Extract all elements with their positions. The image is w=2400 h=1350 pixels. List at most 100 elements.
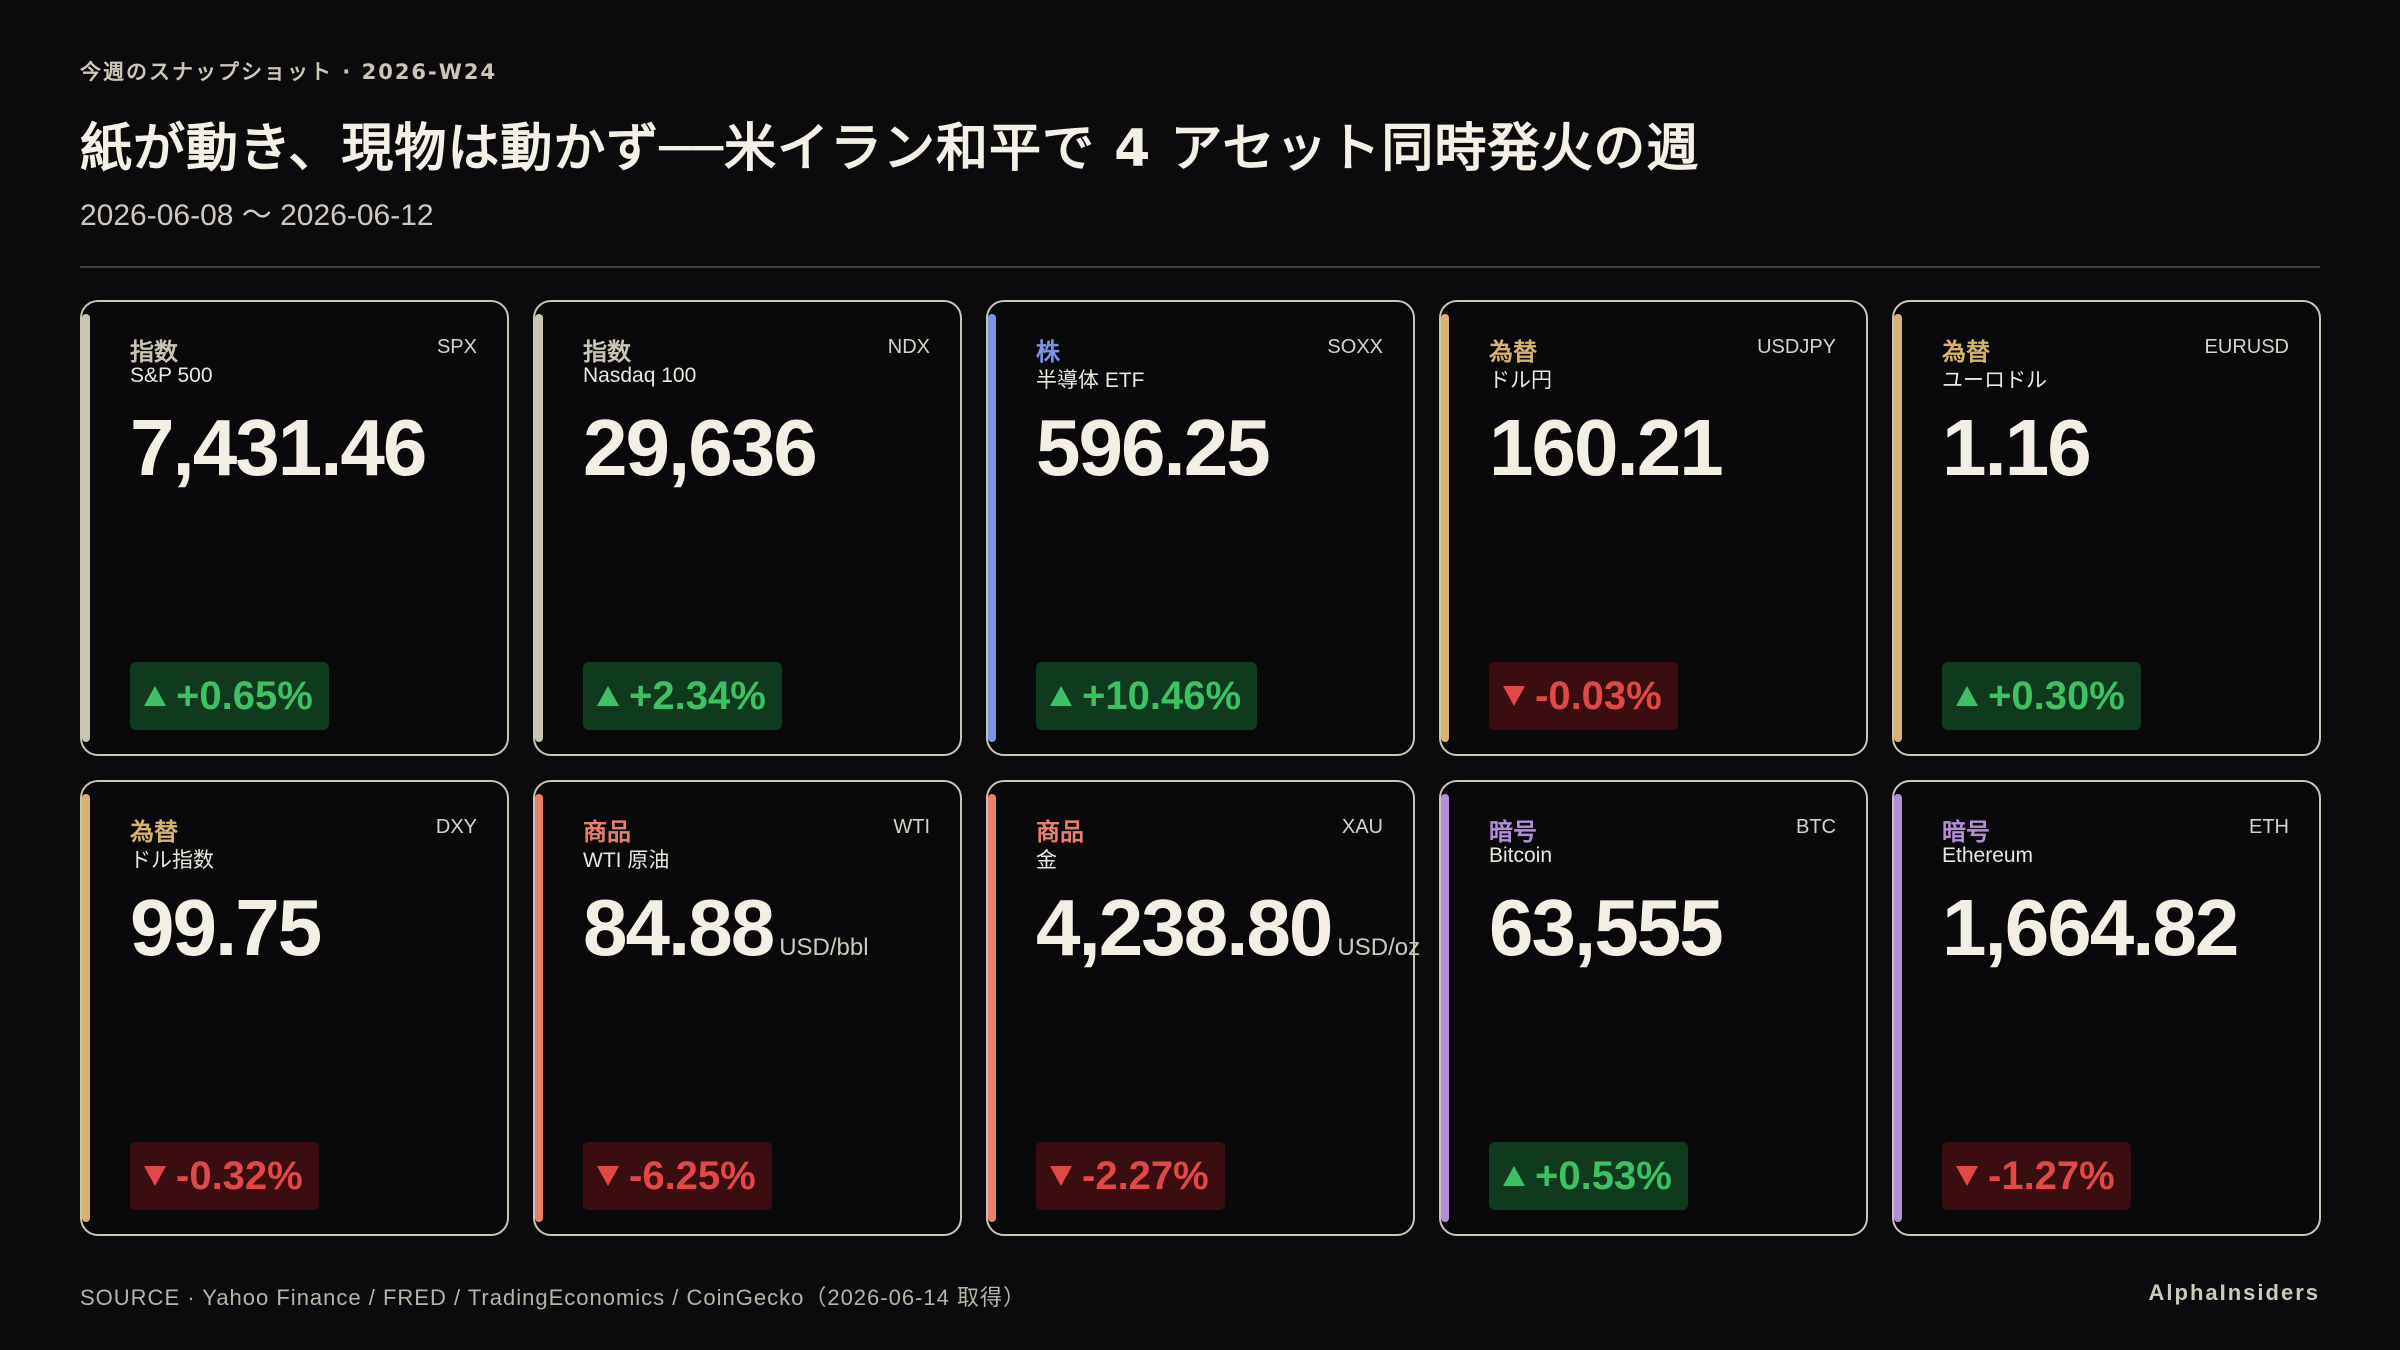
category-accent-bar — [1894, 314, 1902, 742]
change-arrow-icon — [1956, 686, 1978, 706]
asset-value: 1.16 — [1942, 402, 2096, 494]
change-percent: -2.27% — [1082, 1153, 1209, 1198]
asset-card-xau: 商品 金 XAU 4,238.80 USD/oz -2.27% — [986, 780, 1420, 1236]
change-percent: +10.46% — [1082, 673, 1242, 718]
category-accent-bar — [1441, 794, 1449, 1222]
asset-value: 596.25 — [1036, 402, 1275, 494]
brand-logo-text: AlphaInsiders — [2148, 1280, 2320, 1305]
change-percent: +2.34% — [629, 673, 766, 718]
category-label: 商品 — [1036, 818, 1084, 846]
change-badge: -0.32% — [130, 1142, 319, 1210]
asset-grid: 指数 S&P 500 SPX 7,431.46 +0.65% 指数 Nasdaq… — [80, 300, 2321, 1236]
date-range: 2026-06-08 〜 2026-06-12 — [80, 199, 434, 232]
change-badge: -6.25% — [583, 1142, 772, 1210]
ticker-symbol: XAU — [1341, 816, 1383, 838]
value-number: 596.25 — [1036, 403, 1271, 492]
change-percent: -6.25% — [629, 1153, 756, 1198]
category-label: 暗号 — [1489, 818, 1537, 846]
ticker-symbol: BTC — [1796, 816, 1836, 838]
ticker-symbol: USDJPY — [1757, 336, 1836, 358]
category-label: 為替 — [1942, 338, 1990, 366]
value-number: 1,664.82 — [1942, 883, 2239, 972]
change-badge: +0.65% — [130, 662, 329, 730]
asset-name: 金 — [1036, 849, 1057, 872]
category-accent-bar — [535, 314, 543, 742]
asset-name: S&P 500 — [130, 364, 213, 387]
change-arrow-icon — [597, 686, 619, 706]
change-arrow-icon — [144, 686, 166, 706]
change-arrow-icon — [1503, 686, 1525, 706]
asset-card-ndx: 指数 Nasdaq 100 NDX 29,636 +2.34% — [533, 300, 962, 756]
value-unit: USD/oz — [1337, 934, 1421, 961]
value-number: 99.75 — [130, 883, 322, 972]
asset-name: Bitcoin — [1489, 844, 1553, 867]
asset-value: 99.75 — [130, 882, 326, 974]
change-arrow-icon — [1956, 1166, 1978, 1186]
asset-value: 1,664.82 — [1942, 882, 2243, 974]
category-accent-bar — [535, 794, 543, 1222]
asset-value: 63,555 — [1489, 882, 1728, 974]
asset-card-eurusd: 為替 ユーロドル EURUSD 1.16 +0.30% — [1892, 300, 2321, 756]
asset-value: 84.88 USD/bbl — [583, 882, 869, 974]
category-label: 為替 — [130, 818, 178, 846]
value-number: 84.88 — [583, 883, 775, 972]
change-badge: +0.53% — [1489, 1142, 1688, 1210]
page-title: 紙が動き、現物は動かず──米イラン和平で 4 アセット同時発火の週 — [80, 119, 1700, 179]
change-badge: -2.27% — [1036, 1142, 1225, 1210]
category-label: 指数 — [583, 338, 631, 366]
header-divider — [80, 266, 2320, 268]
change-percent: -0.03% — [1535, 673, 1662, 718]
value-number: 63,555 — [1489, 883, 1724, 972]
change-arrow-icon — [597, 1166, 619, 1186]
category-accent-bar — [988, 794, 996, 1222]
change-arrow-icon — [1503, 1166, 1525, 1186]
asset-card-eth: 暗号 Ethereum ETH 1,664.82 -1.27% — [1892, 780, 2321, 1236]
asset-value: 160.21 — [1489, 402, 1728, 494]
asset-card-soxx: 株 半導体 ETF SOXX 596.25 +10.46% — [986, 300, 1415, 756]
asset-value: 4,238.80 USD/oz — [1036, 882, 1420, 974]
category-accent-bar — [988, 314, 996, 742]
asset-card-usdjpy: 為替 ドル円 USDJPY 160.21 -0.03% — [1439, 300, 1868, 756]
asset-value: 7,431.46 — [130, 402, 431, 494]
change-badge: +10.46% — [1036, 662, 1258, 730]
change-arrow-icon — [1050, 686, 1072, 706]
ticker-symbol: WTI — [893, 816, 930, 838]
value-number: 1.16 — [1942, 403, 2092, 492]
value-number: 29,636 — [583, 403, 818, 492]
ticker-symbol: SOXX — [1327, 336, 1383, 358]
category-accent-bar — [1894, 794, 1902, 1222]
category-label: 商品 — [583, 818, 631, 846]
eyebrow-label: 今週のスナップショット · 2026-W24 — [80, 60, 498, 84]
change-percent: +0.65% — [176, 673, 313, 718]
ticker-symbol: ETH — [2249, 816, 2289, 838]
source-attribution: SOURCE · Yahoo Finance / FRED / TradingE… — [80, 1285, 1026, 1310]
category-label: 株 — [1036, 338, 1060, 366]
asset-name: ユーロドル — [1942, 369, 2047, 392]
category-label: 暗号 — [1942, 818, 1990, 846]
category-label: 為替 — [1489, 338, 1537, 366]
value-unit: USD/bbl — [779, 934, 869, 961]
category-label: 指数 — [130, 338, 178, 366]
ticker-symbol: NDX — [887, 336, 930, 358]
change-percent: -0.32% — [176, 1153, 303, 1198]
asset-name: ドル円 — [1489, 369, 1552, 392]
asset-card-spx: 指数 S&P 500 SPX 7,431.46 +0.65% — [80, 300, 509, 756]
change-badge: +2.34% — [583, 662, 782, 730]
value-number: 160.21 — [1489, 403, 1724, 492]
asset-name: ドル指数 — [130, 849, 214, 872]
change-arrow-icon — [1050, 1166, 1072, 1186]
change-percent: -1.27% — [1988, 1153, 2115, 1198]
asset-name: Ethereum — [1942, 844, 2034, 867]
category-accent-bar — [82, 794, 90, 1222]
asset-name: WTI 原油 — [583, 849, 670, 872]
change-badge: -1.27% — [1942, 1142, 2131, 1210]
value-number: 4,238.80 — [1036, 883, 1333, 972]
ticker-symbol: DXY — [435, 816, 477, 838]
change-badge: -0.03% — [1489, 662, 1678, 730]
asset-card-dxy: 為替 ドル指数 DXY 99.75 -0.32% — [80, 780, 509, 1236]
asset-name: Nasdaq 100 — [583, 364, 697, 387]
asset-value: 29,636 — [583, 402, 822, 494]
change-percent: +0.30% — [1988, 673, 2125, 718]
change-arrow-icon — [144, 1166, 166, 1186]
asset-name: 半導体 ETF — [1036, 369, 1145, 392]
